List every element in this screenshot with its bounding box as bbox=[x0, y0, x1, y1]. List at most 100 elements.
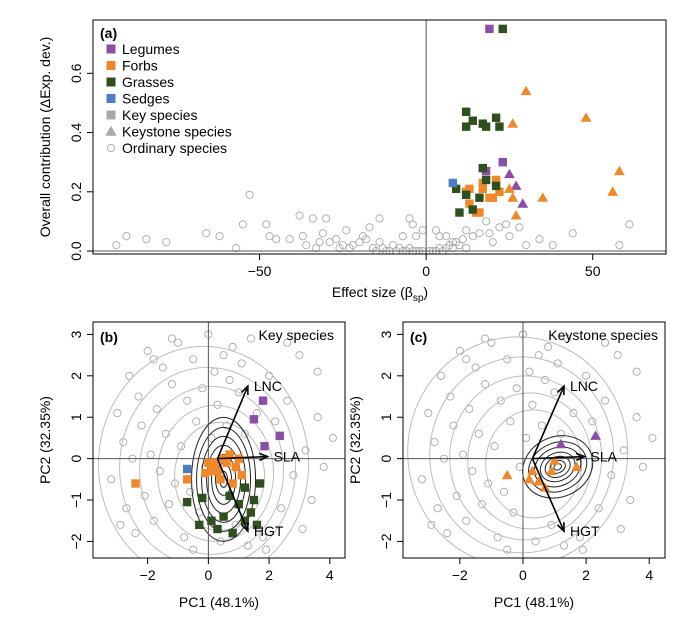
panel-b-reference-lines bbox=[93, 322, 345, 558]
panel-b-key-points bbox=[131, 396, 284, 538]
point-ordinary-species bbox=[283, 396, 292, 405]
point-ordinary-species bbox=[295, 211, 304, 220]
point-forbs bbox=[478, 184, 487, 194]
x-tick-label: 2 bbox=[265, 567, 273, 583]
point-ordinary-species bbox=[632, 413, 641, 422]
point-grasses bbox=[252, 520, 262, 530]
point-ordinary-species bbox=[338, 241, 347, 250]
point-grasses bbox=[461, 107, 471, 117]
point-ordinary-species bbox=[594, 504, 603, 513]
density-contour-focal bbox=[522, 435, 594, 499]
point-ordinary-species bbox=[468, 467, 477, 476]
point-ordinary-species bbox=[619, 446, 629, 455]
density-contour-focal bbox=[191, 416, 257, 542]
point-ordinary-species bbox=[525, 367, 534, 376]
point-ordinary-species bbox=[638, 462, 647, 471]
density-contour-ordinary bbox=[429, 356, 615, 554]
y-tick-label: −1 bbox=[68, 492, 84, 508]
panel-a-reference-lines bbox=[93, 20, 666, 254]
point-ordinary-species bbox=[258, 533, 268, 542]
point-forbs bbox=[491, 175, 501, 185]
point-ordinary-species bbox=[515, 223, 524, 232]
point-legumes bbox=[249, 415, 259, 424]
point-grasses bbox=[255, 479, 265, 488]
point-ordinary-species bbox=[626, 495, 635, 505]
density-contour-ordinary bbox=[407, 336, 629, 558]
point-ordinary-species bbox=[408, 220, 417, 229]
arrowhead-hgt bbox=[556, 522, 565, 533]
point-ordinary-species bbox=[149, 355, 158, 364]
point-ordinary-species bbox=[186, 487, 195, 496]
point-ordinary-species bbox=[458, 450, 468, 459]
point-ordinary-species bbox=[544, 342, 553, 351]
point-ordinary-species bbox=[556, 429, 565, 438]
point-ordinary-species bbox=[313, 413, 322, 422]
point-forbs bbox=[207, 466, 216, 476]
point-ordinary-species bbox=[616, 524, 625, 534]
point-grasses bbox=[491, 113, 501, 122]
point-ordinary-species bbox=[225, 375, 234, 385]
point-ordinary-species bbox=[582, 371, 591, 380]
point-ordinary-species bbox=[271, 417, 280, 426]
point-ordinary-species bbox=[210, 367, 219, 376]
point-ordinary-species bbox=[442, 232, 451, 241]
density-contour-focal bbox=[539, 451, 576, 483]
panel-c-trait-arrows: LNC SLA HGT bbox=[531, 378, 618, 539]
point-ordinary-species bbox=[481, 380, 490, 389]
arrowhead-sla bbox=[575, 452, 587, 462]
point-grasses bbox=[461, 190, 471, 199]
point-ordinary-species bbox=[477, 500, 486, 509]
point-ordinary-species bbox=[125, 371, 134, 380]
point-ordinary-species bbox=[432, 226, 441, 235]
point-ordinary-species bbox=[219, 351, 228, 360]
point-grasses bbox=[234, 499, 243, 509]
arrowhead-lnc bbox=[240, 384, 249, 396]
point-ordinary-species bbox=[164, 500, 173, 509]
point-ordinary-species bbox=[192, 417, 201, 426]
point-grasses bbox=[246, 508, 256, 517]
point-ordinary-species bbox=[563, 334, 572, 343]
point-ordinary-species bbox=[509, 508, 518, 517]
point-ordinary-species bbox=[167, 334, 176, 343]
point-grasses bbox=[495, 122, 504, 131]
panel-a-x-axis-label: Effect size (βsp) bbox=[332, 284, 428, 304]
point-ordinary-species bbox=[578, 545, 587, 554]
y-tick-label: 3 bbox=[378, 330, 394, 338]
point-ordinary-species bbox=[488, 238, 497, 247]
legend-label: Key species bbox=[122, 107, 197, 123]
point-grasses bbox=[219, 512, 228, 521]
point-ordinary-species bbox=[285, 235, 294, 244]
point-ordinary-species bbox=[215, 232, 224, 241]
point-ordinary-species bbox=[318, 229, 327, 238]
point-ordinary-species bbox=[495, 223, 504, 232]
point-ordinary-species bbox=[435, 232, 444, 241]
point-ordinary-species bbox=[238, 220, 247, 229]
point-ordinary-species bbox=[632, 367, 641, 376]
point-ordinary-species bbox=[272, 235, 281, 244]
point-ordinary-species bbox=[462, 516, 471, 525]
point-ordinary-species bbox=[436, 371, 445, 380]
panel-a-y-axis-label: Overall contribution (ΔExp. dev.) bbox=[37, 37, 53, 238]
point-ordinary-species bbox=[462, 355, 471, 364]
arrow-hgt bbox=[531, 458, 565, 532]
panel-b-frame bbox=[92, 321, 346, 559]
point-keystone-forbs bbox=[507, 118, 519, 128]
point-ordinary-species bbox=[455, 241, 464, 250]
panel-c-keystone-points bbox=[501, 430, 601, 492]
point-grasses bbox=[213, 524, 222, 534]
panel-c-y-axis-label: PC2 (32.35%) bbox=[347, 396, 363, 484]
point-ordinary-species bbox=[198, 384, 207, 393]
point-ordinary-species bbox=[568, 229, 577, 238]
legend-marker-keystone-species bbox=[105, 125, 117, 136]
panel-a-key-points bbox=[448, 24, 625, 220]
arrow-label-hgt: HGT bbox=[570, 523, 600, 539]
point-ordinary-species bbox=[496, 396, 505, 405]
point-ordinary-species bbox=[289, 471, 298, 480]
legend-label: Ordinary species bbox=[122, 140, 227, 156]
point-grasses bbox=[491, 181, 501, 191]
point-keystone-forbs bbox=[520, 85, 532, 96]
point-ordinary-species bbox=[502, 220, 511, 229]
y-tick-label: 3 bbox=[68, 330, 84, 338]
point-sedges bbox=[182, 464, 192, 474]
point-ordinary-species bbox=[484, 479, 493, 488]
